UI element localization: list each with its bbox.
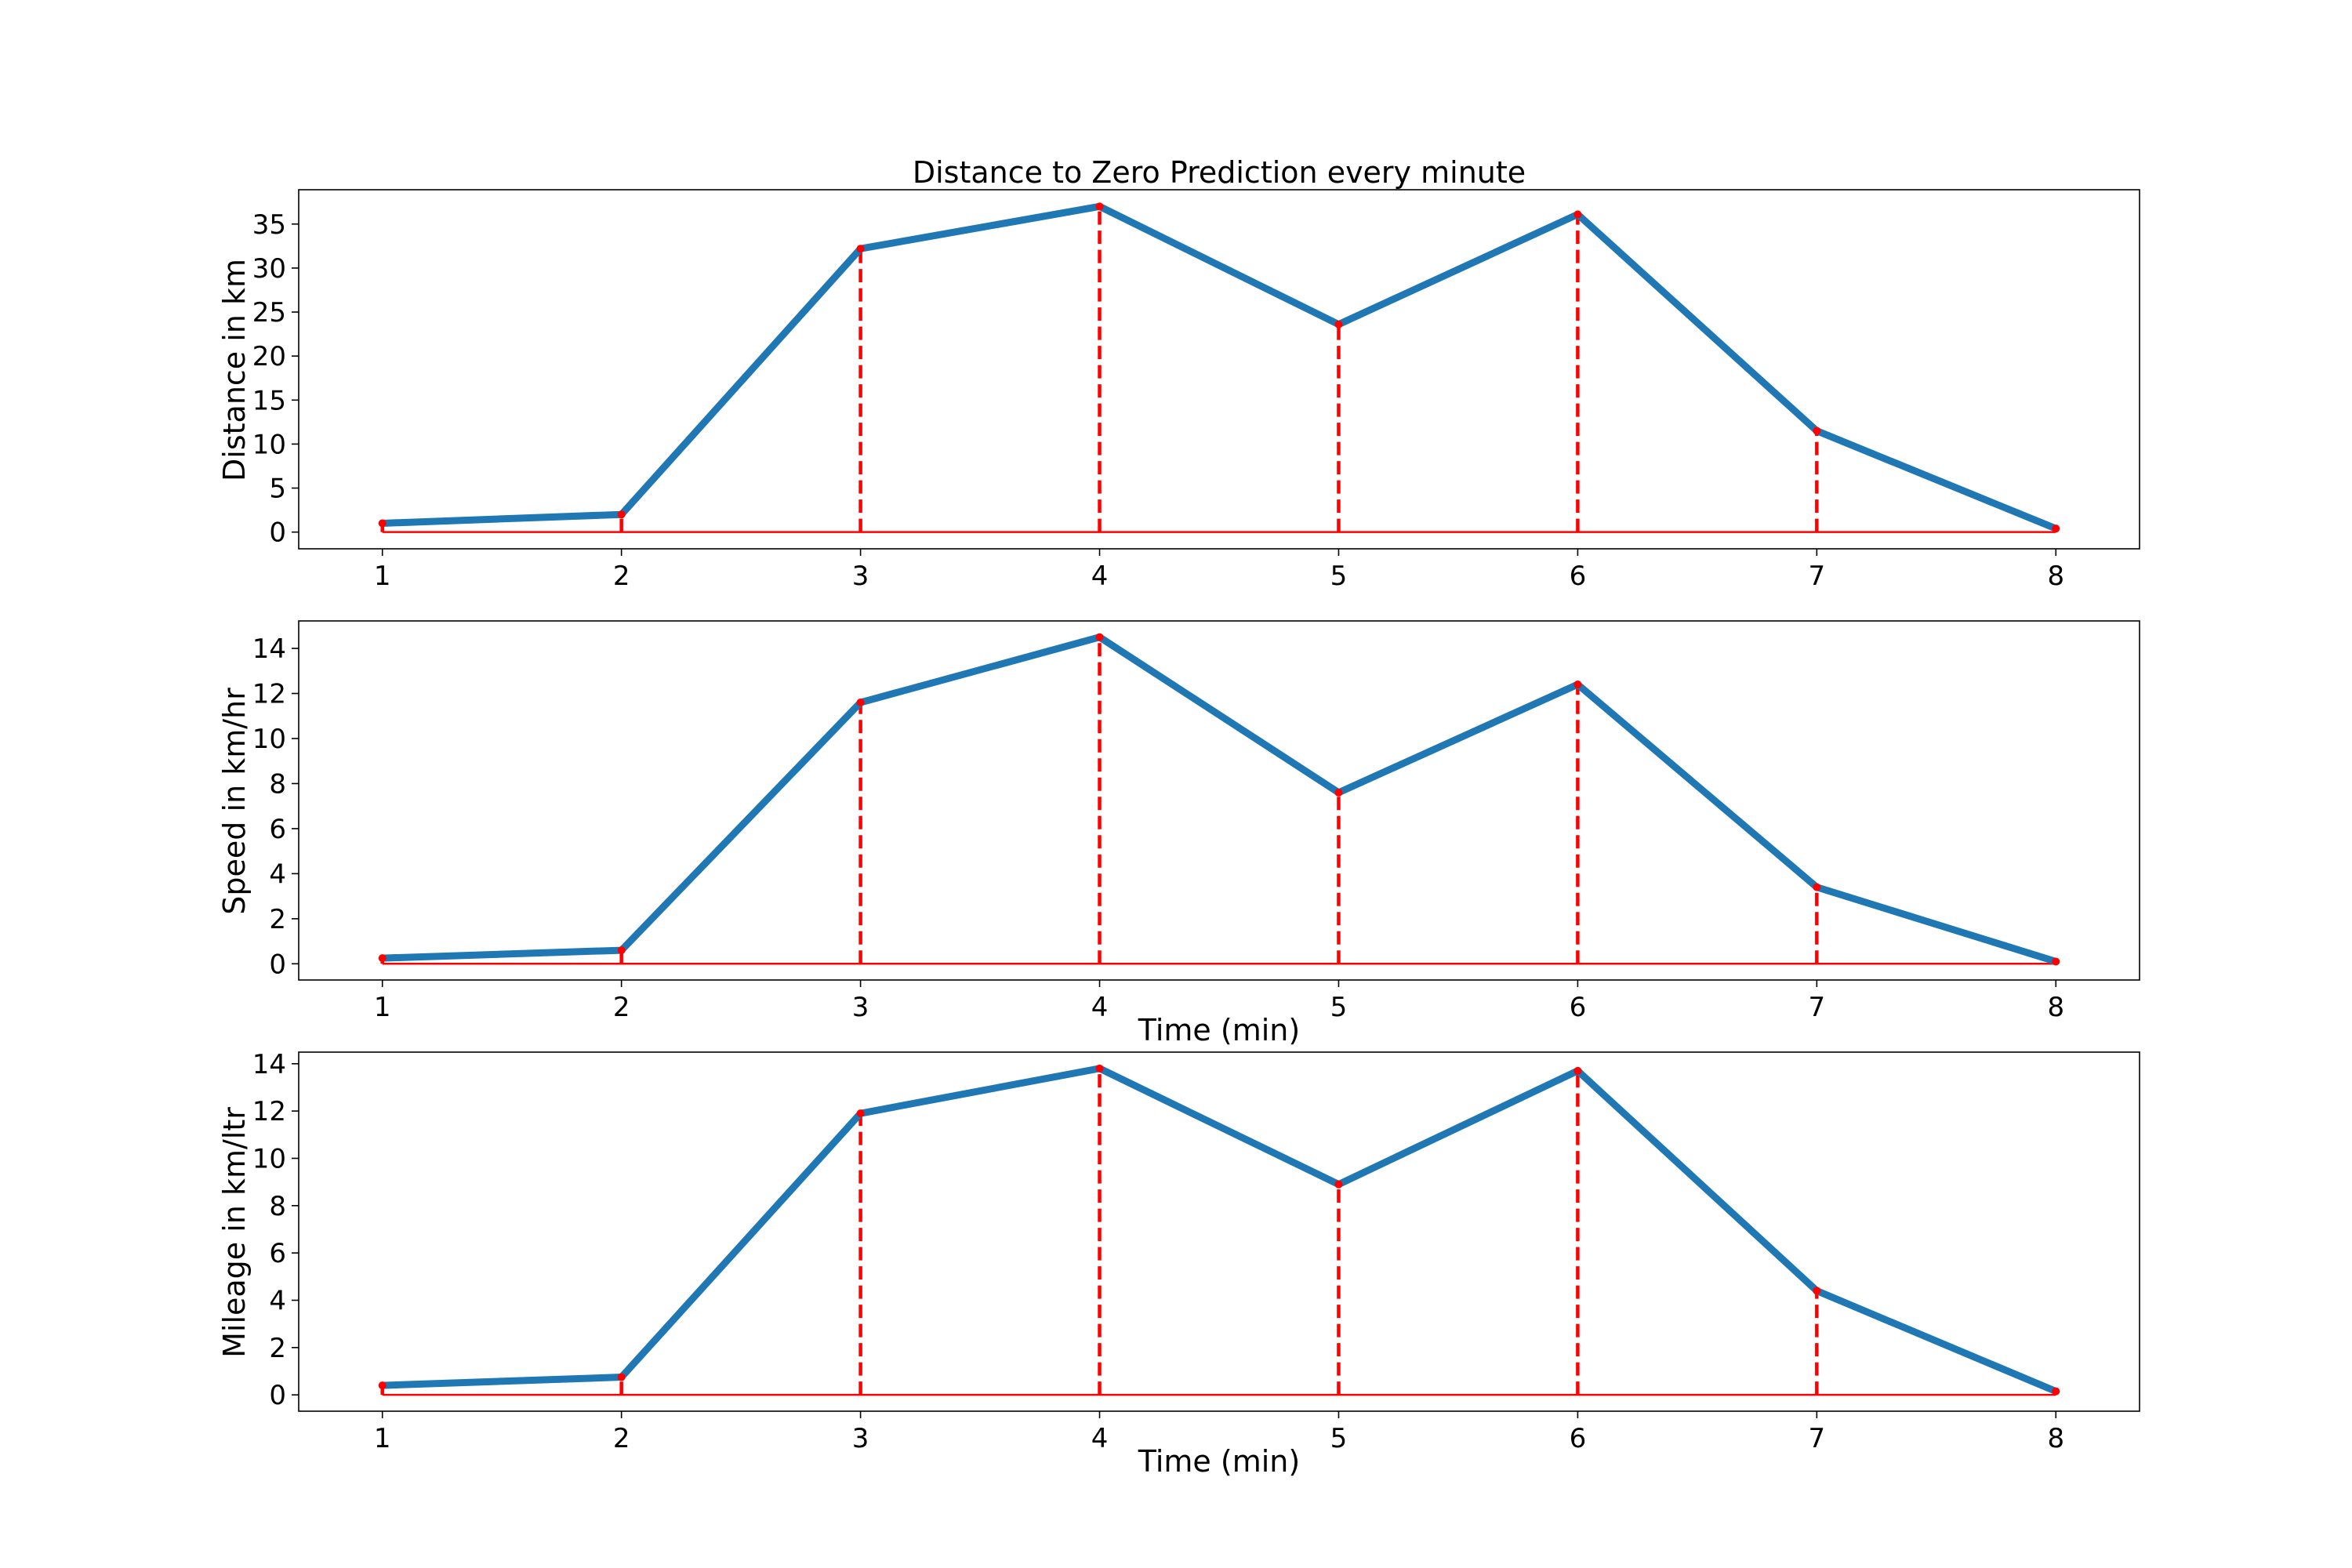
y-tick-label: 8 <box>269 768 286 800</box>
y-tick-label: 4 <box>269 858 286 890</box>
x-tick-label: 6 <box>1570 561 1587 592</box>
y-tick-label: 14 <box>252 1049 286 1080</box>
data-point <box>856 245 865 253</box>
x-tick-label: 8 <box>2047 1423 2064 1454</box>
data-point <box>2052 524 2060 533</box>
y-tick-label: 2 <box>269 904 286 935</box>
data-point <box>856 1109 865 1118</box>
data-point <box>2052 957 2060 966</box>
y-axis-label: Distance in km <box>217 259 252 481</box>
x-tick-label: 1 <box>374 1423 391 1454</box>
data-point <box>1095 1064 1104 1073</box>
x-tick-label: 4 <box>1091 561 1109 592</box>
x-tick-label: 5 <box>1330 992 1348 1023</box>
y-tick-label: 35 <box>252 209 286 241</box>
y-axis-label: Speed in km/hr <box>217 688 252 915</box>
data-point <box>378 1381 387 1390</box>
y-tick-label: 12 <box>252 679 286 710</box>
y-tick-label: 12 <box>252 1096 286 1127</box>
data-point <box>1334 788 1343 797</box>
y-tick-label: 25 <box>252 297 286 328</box>
data-point <box>1334 1180 1343 1189</box>
y-axis-label: Mileage in km/ltr <box>217 1107 252 1358</box>
data-point <box>1813 1287 1821 1295</box>
y-tick-label: 6 <box>269 1238 286 1269</box>
x-tick-label: 5 <box>1330 561 1348 592</box>
y-tick-label: 14 <box>252 633 286 665</box>
data-point <box>1573 681 1582 689</box>
data-point <box>617 946 626 955</box>
x-tick-label: 2 <box>613 561 630 592</box>
x-tick-label: 5 <box>1330 1423 1348 1454</box>
x-tick-label: 6 <box>1570 1423 1587 1454</box>
data-point <box>1095 202 1104 211</box>
y-tick-label: 10 <box>252 429 286 460</box>
y-tick-label: 2 <box>269 1333 286 1364</box>
y-tick-label: 6 <box>269 814 286 845</box>
data-point <box>1813 883 1821 891</box>
y-tick-label: 20 <box>252 341 286 372</box>
x-tick-label: 1 <box>374 561 391 592</box>
y-tick-label: 10 <box>252 724 286 755</box>
x-tick-label: 8 <box>2047 561 2064 592</box>
x-tick-label: 8 <box>2047 992 2064 1023</box>
series-line <box>382 633 2057 965</box>
y-tick-label: 15 <box>252 385 286 416</box>
y-tick-label: 0 <box>269 517 286 549</box>
x-tick-label: 2 <box>613 992 630 1023</box>
y-tick-label: 0 <box>269 1380 286 1411</box>
x-tick-label: 4 <box>1091 992 1109 1023</box>
data-point <box>856 699 865 707</box>
x-tick-label: 7 <box>1809 561 1826 592</box>
y-tick-label: 8 <box>269 1191 286 1222</box>
x-tick-label: 1 <box>374 992 391 1023</box>
data-point <box>617 510 626 519</box>
x-tick-label: 2 <box>613 1423 630 1454</box>
x-tick-label: 7 <box>1809 992 1826 1023</box>
speed-panel: Speed in km/hr Time (min) 1 2 3 4 5 6 7 8024681… <box>217 620 2140 1047</box>
x-tick-label: 3 <box>852 1423 869 1454</box>
distance-panel: Distance to Zero Prediction every minute… <box>217 155 2140 592</box>
x-tick-label: 3 <box>852 561 869 592</box>
data-point <box>378 954 387 963</box>
x-tick-label: 7 <box>1809 1423 1826 1454</box>
data-point <box>1573 1066 1582 1075</box>
plot-frame <box>298 620 2140 981</box>
x-axis-label: Time (min) <box>1138 1013 1300 1047</box>
y-tick-label: 0 <box>269 949 286 980</box>
y-tick-label: 4 <box>269 1285 286 1316</box>
y-tick-label: 10 <box>252 1143 286 1174</box>
data-point <box>2052 1387 2060 1396</box>
data-point <box>617 1373 626 1381</box>
x-tick-label: 3 <box>852 992 869 1023</box>
data-point <box>1813 426 1821 435</box>
x-tick-label: 4 <box>1091 1423 1109 1454</box>
x-axis-label: Time (min) <box>1138 1444 1300 1479</box>
y-tick-label: 30 <box>252 253 286 285</box>
plot-frame <box>298 1051 2140 1412</box>
series-line <box>382 202 2057 532</box>
chart-title: Distance to Zero Prediction every minute <box>913 155 1526 190</box>
mileage-panel: Mileage in km/ltr Time (min) 1 2 3 4 5 6 7 8024… <box>217 1049 2140 1479</box>
series-line <box>382 1065 2058 1395</box>
data-point <box>1334 320 1343 328</box>
plot-frame <box>298 189 2140 550</box>
data-point <box>1095 633 1104 641</box>
y-tick-label: 5 <box>269 474 286 505</box>
data-point <box>1573 210 1582 219</box>
data-point <box>378 519 387 528</box>
x-tick-label: 6 <box>1570 992 1587 1023</box>
